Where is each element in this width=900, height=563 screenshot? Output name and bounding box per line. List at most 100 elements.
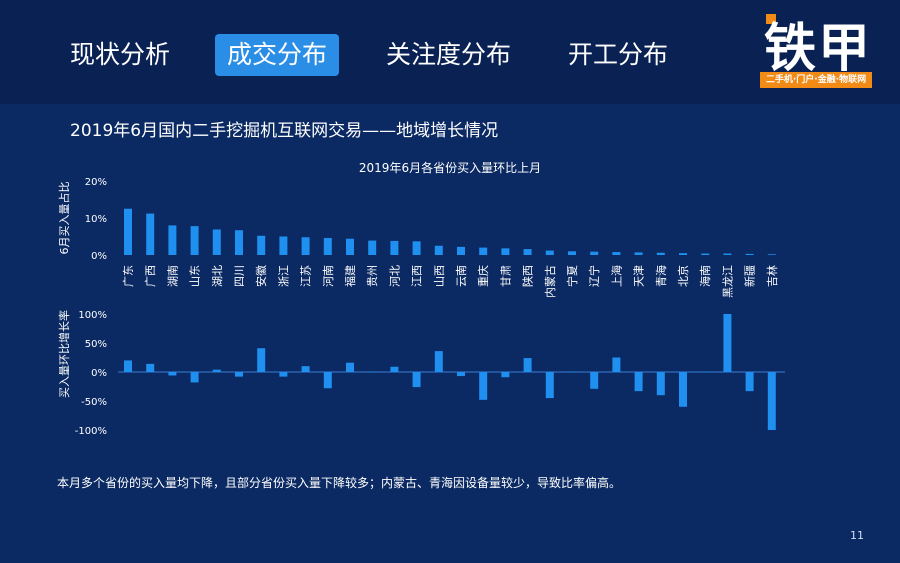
tab-attention-distribution[interactable]: 关注度分布: [386, 40, 512, 69]
category-label: 安徽: [254, 265, 268, 287]
tab-operation-distribution[interactable]: 开工分布: [568, 40, 669, 69]
top-bar: [612, 252, 621, 255]
category-label: 湖南: [166, 265, 179, 287]
bottom-bar: [767, 372, 776, 430]
bottom-bar: [745, 372, 754, 392]
top-bar: [346, 238, 354, 255]
top-bar: [679, 253, 687, 255]
top-bar: [545, 250, 554, 255]
top-bar: [212, 229, 221, 255]
top-bar: [767, 254, 776, 255]
bottom-bar: [390, 366, 399, 372]
top-y-tick-label: 20%: [85, 177, 107, 188]
top-y-tick-label: 0%: [91, 251, 107, 262]
top-bar: [745, 253, 754, 255]
top-y-tick-label: 10%: [85, 214, 107, 225]
bottom-bar: [545, 372, 554, 399]
bottom-bar: [124, 360, 132, 372]
bottom-bar: [656, 372, 665, 396]
category-label: 广西: [144, 265, 157, 287]
chart-title: 2019年6月各省份买入量环比上月: [358, 161, 542, 175]
top-bar: [656, 252, 665, 255]
category-label: 宁夏: [565, 265, 579, 287]
category-label: 四川: [233, 265, 246, 287]
category-label: 贵州: [366, 265, 379, 287]
bottom-y-tick-label: -50%: [81, 397, 107, 408]
category-label: 天津: [633, 265, 646, 287]
top-bar: [434, 245, 443, 255]
top-bar: [368, 240, 377, 255]
page-subtitle: 2019年6月国内二手挖掘机互联网交易——地域增长情况: [70, 121, 499, 141]
category-label: 云南: [455, 265, 468, 287]
top-bar: [323, 237, 332, 255]
bottom-bar: [701, 372, 710, 373]
category-label: 江西: [411, 265, 424, 287]
bottom-bar: [457, 372, 465, 377]
top-bar: [701, 253, 710, 255]
bottom-bar: [301, 366, 310, 372]
bottom-bar: [679, 372, 687, 407]
bottom-bar: [346, 362, 354, 372]
category-label: 山西: [433, 265, 446, 287]
top-bar: [412, 241, 421, 255]
bottom-bar: [190, 372, 199, 383]
bottom-bar: [479, 372, 488, 400]
bottom-bar: [235, 372, 243, 377]
top-bar: [257, 235, 266, 255]
category-label: 广东: [122, 265, 135, 287]
bottom-y-tick-label: 0%: [91, 368, 107, 379]
bottom-bar: [279, 372, 288, 377]
top-bar: [523, 249, 532, 255]
category-label: 湖北: [211, 265, 224, 287]
bottom-y-tick-label: 100%: [78, 310, 107, 321]
tab-deal-distribution[interactable]: 成交分布: [215, 34, 340, 76]
category-label: 陕西: [521, 265, 535, 287]
top-bar: [301, 237, 310, 255]
bottom-bar: [412, 372, 421, 388]
category-label: 上海: [609, 265, 623, 287]
category-label: 福建: [343, 265, 357, 287]
bottom-bar: [212, 369, 221, 372]
logo-tagline: 二手机·门户·金融·物联网: [760, 72, 872, 88]
top-y-axis-label: 6月买入量占比: [57, 182, 71, 255]
category-label: 吉林: [765, 265, 779, 287]
top-bar: [279, 236, 288, 255]
category-label: 山东: [189, 265, 202, 287]
category-label: 内蒙古: [543, 265, 557, 298]
top-bar: [590, 251, 599, 255]
category-label: 海南: [698, 265, 712, 287]
logo: 铁甲: [764, 19, 873, 79]
footnote: 本月多个省份的买入量均下降，且部分省份买入量下降较多；内蒙古、青海因设备量较少，…: [57, 476, 622, 490]
bottom-bar: [257, 348, 266, 372]
category-label: 重庆: [476, 265, 490, 287]
top-bar: [390, 240, 399, 255]
bottom-bar: [168, 372, 177, 376]
bottom-bar: [634, 372, 643, 392]
category-label: 浙江: [277, 265, 290, 287]
logo-mark: [766, 14, 776, 24]
top-bar: [235, 230, 243, 255]
top-bar: [634, 252, 643, 255]
bottom-bar: [723, 314, 732, 372]
top-bar: [457, 246, 465, 255]
bottom-bar: [323, 372, 332, 389]
bottom-bar: [590, 372, 599, 389]
bottom-bar: [434, 351, 443, 372]
category-label: 黑龙江: [721, 265, 734, 298]
category-label: 青海: [654, 265, 668, 287]
category-label: 江苏: [300, 265, 313, 287]
category-label: 新疆: [743, 265, 757, 287]
bottom-y-axis-label: 买入量环比增长率: [57, 310, 71, 398]
category-label: 北京: [676, 265, 690, 287]
top-bar: [568, 251, 576, 255]
category-label: 河北: [388, 265, 401, 287]
top-bar: [479, 247, 488, 255]
top-bar: [190, 226, 199, 255]
category-label: 河南: [322, 265, 335, 287]
bottom-bar: [368, 372, 377, 373]
bottom-bar: [523, 358, 532, 372]
tab-status-analysis[interactable]: 现状分析: [70, 40, 171, 69]
top-bar: [168, 225, 177, 255]
top-bar: [723, 253, 732, 255]
bottom-bar: [568, 372, 576, 373]
